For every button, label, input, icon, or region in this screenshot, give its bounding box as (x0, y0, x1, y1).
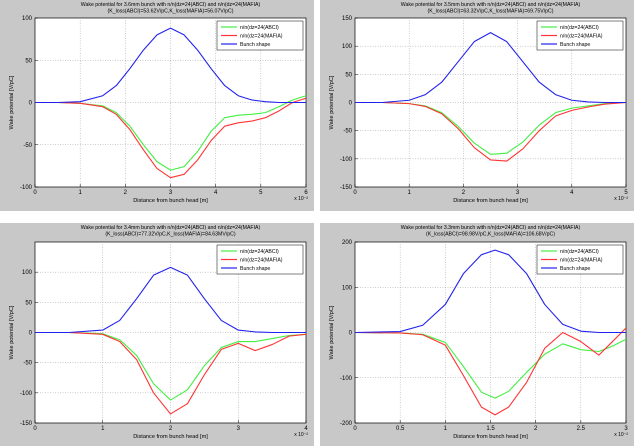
x-tick-label: 0 (353, 190, 357, 196)
series-line-2 (35, 97, 307, 179)
chart-title: Wake potential for 3.6mm bunch with n/n(… (81, 2, 261, 8)
legend-label-2: n/n(dz=24(MAFIA) (560, 34, 603, 40)
x-tick-label: 5 (259, 190, 263, 196)
legend-label-3: Bunch shape (240, 266, 270, 272)
legend-label-1: n/n(dz=24(ABCI) (560, 249, 599, 255)
x-tick-label: 1 (444, 426, 448, 432)
y-tick-label: 100 (22, 16, 33, 22)
chart-svg-2: Wake potential for 3.5mm bunch with n/n(… (329, 2, 628, 204)
y-tick-label: 150 (342, 16, 353, 22)
chart-title: Wake potential for 3.4mm bunch with n/n(… (81, 225, 261, 231)
y-tick-label: -100 (20, 391, 33, 397)
x-tick-label: 1 (408, 190, 412, 196)
x-tick-label: 2 (462, 190, 466, 196)
chart-subtitle: (K_loss(ABCI)=77.32V/pC,K_loss(MAFIA)=84… (105, 232, 236, 238)
legend-label-3: Bunch shape (560, 42, 590, 48)
x-tick-label: 6 (304, 190, 308, 196)
series-line-3 (354, 249, 626, 334)
x-tick-label: 0 (33, 426, 37, 432)
series-line-2 (35, 331, 307, 415)
y-tick-label: 0 (349, 331, 353, 337)
legend-label-1: n/n(dz=24(ABCI) (240, 25, 279, 31)
y-tick-label: 0 (29, 101, 33, 107)
x-axis-label: Distance from bunch head [m] (133, 434, 208, 440)
y-tick-label: 100 (342, 285, 353, 291)
x-tick-label: 1 (101, 426, 105, 432)
chart-panel-2: Wake potential for 3.5mm bunch with n/n(… (320, 0, 634, 211)
chart-panel-3: Wake potential for 3.4mm bunch with n/n(… (0, 223, 314, 446)
legend-label-3: Bunch shape (560, 266, 590, 272)
legend-label-2: n/n(dz=24(MAFIA) (560, 258, 603, 264)
series-line-2 (354, 327, 627, 416)
x-tick-label: 3 (516, 190, 520, 196)
y-tick-label: -100 (340, 157, 353, 163)
x-tick-label: 2 (169, 426, 173, 432)
chart-title: Wake potential for 3.5mm bunch with n/n(… (401, 2, 581, 8)
y-tick-label: 100 (342, 44, 353, 50)
legend-label-1: n/n(dz=24(ABCI) (560, 25, 599, 31)
y-tick-label: 200 (342, 240, 353, 246)
y-axis-label: Wake potential [V/pC] (9, 305, 15, 359)
chart-subtitle: (K_loss(ABCI)=63.32V/pC,K_loss(MAFIA)=69… (428, 9, 554, 15)
x-exponent-label: x 10⁻² (614, 432, 628, 438)
legend-label-2: n/n(dz=24(MAFIA) (240, 34, 283, 40)
legend-label-1: n/n(dz=24(ABCI) (240, 249, 279, 255)
chart-title: Wake potential for 3.3mm bunch with n/n(… (401, 225, 581, 231)
x-tick-label: 4 (570, 190, 574, 196)
y-tick-label: -100 (340, 376, 353, 382)
y-tick-label: 50 (345, 72, 352, 78)
series-line-3 (35, 27, 306, 104)
y-tick-label: -50 (23, 143, 32, 149)
series-line-2 (355, 101, 627, 162)
y-tick-label: -100 (20, 185, 33, 191)
series-line-1 (35, 95, 307, 171)
x-axis-label: Distance from bunch head [m] (453, 198, 528, 204)
legend-label-2: n/n(dz=24(MAFIA) (240, 258, 283, 264)
x-tick-label: 0.5 (396, 426, 405, 432)
chart-panel-1: Wake potential for 3.6mm bunch with n/n(… (0, 0, 314, 211)
x-tick-label: 4 (214, 190, 218, 196)
chart-subtitle: (K_loss(ABCI)=98.98V/pC,K_loss(MAFIA)=10… (426, 232, 555, 238)
chart-panel-4: Wake potential for 3.3mm bunch with n/n(… (320, 223, 634, 446)
x-tick-label: 3 (169, 190, 173, 196)
y-axis-label: Wake potential [V/pC] (9, 75, 15, 129)
x-tick-label: 2.5 (577, 426, 586, 432)
x-tick-label: 3 (237, 426, 241, 432)
x-axis-label: Distance from bunch head [m] (453, 434, 528, 440)
x-tick-label: 3 (624, 426, 628, 432)
x-exponent-label: x 10⁻² (614, 196, 628, 202)
x-tick-label: 1 (78, 190, 82, 196)
y-tick-label: 100 (22, 270, 33, 276)
y-tick-label: -50 (343, 129, 352, 135)
x-tick-label: 0 (353, 426, 357, 432)
chart-svg-1: Wake potential for 3.6mm bunch with n/n(… (9, 2, 308, 204)
x-tick-label: 4 (304, 426, 308, 432)
x-tick-label: 1.5 (486, 426, 495, 432)
y-tick-label: -50 (23, 361, 32, 367)
chart-subtitle: (K_loss(ABCI)=53.62V/pC,K_loss(MAFIA)=56… (108, 9, 234, 15)
x-exponent-label: x 10⁻² (294, 196, 308, 202)
y-tick-label: 50 (25, 300, 32, 306)
y-axis-label: Wake potential [V/pC] (329, 75, 335, 129)
y-tick-label: -150 (340, 185, 353, 191)
chart-svg-4: Wake potential for 3.3mm bunch with n/n(… (329, 225, 628, 440)
x-tick-label: 2 (124, 190, 128, 196)
series-line-3 (35, 266, 306, 334)
x-tick-label: 2 (534, 426, 538, 432)
x-tick-label: 5 (624, 190, 628, 196)
x-tick-label: 0 (33, 190, 37, 196)
legend-label-3: Bunch shape (240, 42, 270, 48)
y-tick-label: -200 (340, 421, 353, 427)
x-axis-label: Distance from bunch head [m] (133, 198, 208, 204)
chart-svg-3: Wake potential for 3.4mm bunch with n/n(… (9, 225, 308, 440)
y-tick-label: 0 (29, 331, 33, 337)
x-exponent-label: x 10⁻² (294, 432, 308, 438)
y-tick-label: -150 (20, 421, 33, 427)
y-axis-label: Wake potential [V/pC] (329, 305, 335, 359)
series-line-1 (35, 331, 307, 401)
y-tick-label: 0 (349, 101, 353, 107)
series-line-3 (355, 32, 626, 104)
y-tick-label: 50 (25, 58, 32, 64)
